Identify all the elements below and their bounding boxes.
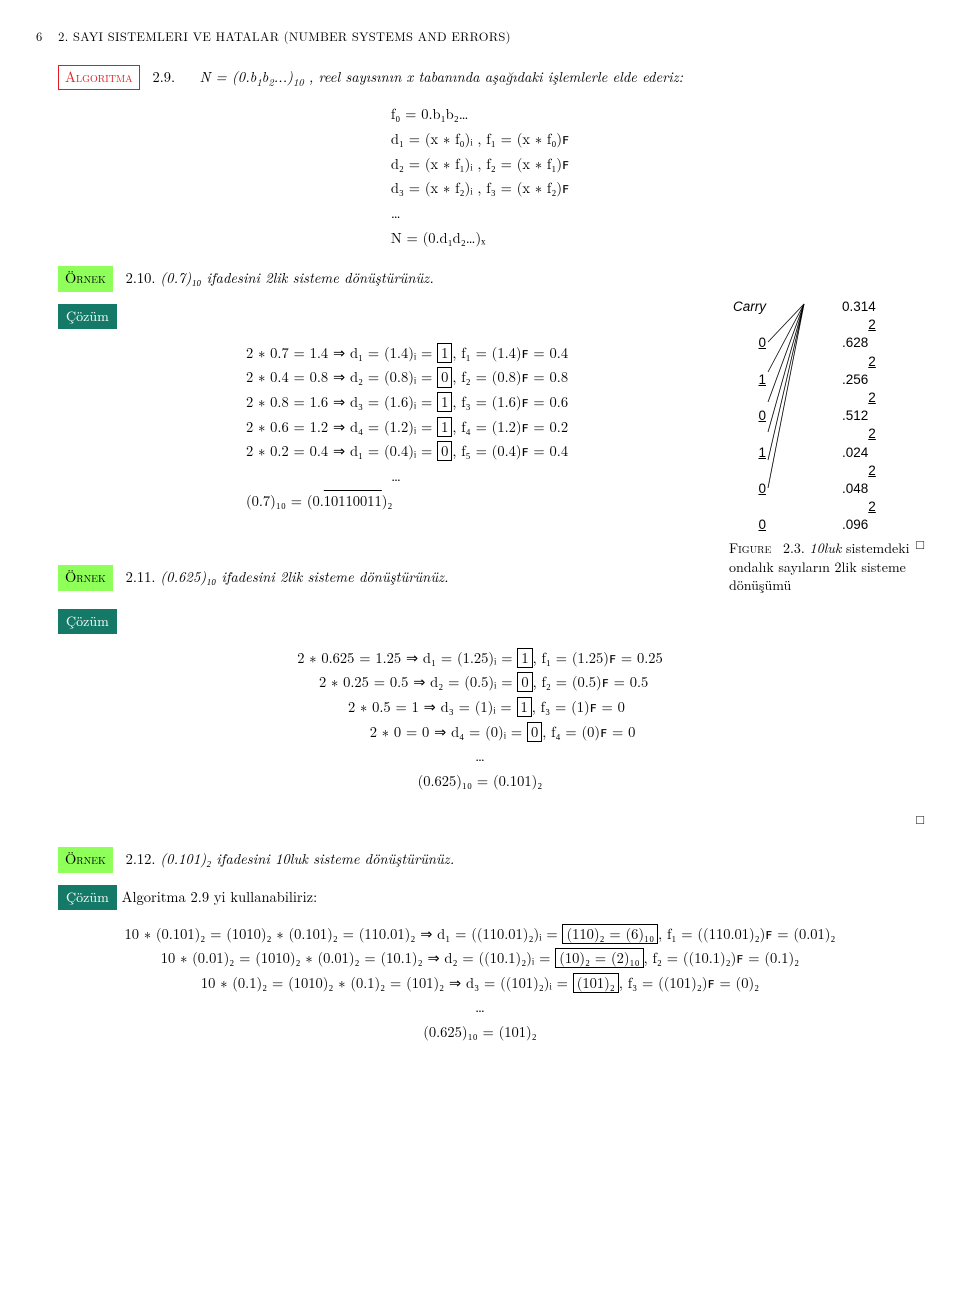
carry-val: .096 — [838, 516, 880, 534]
example-text: (0.625)₁₀ ifadesini 2lik sisteme dönüştü… — [160, 567, 448, 587]
eq-line: f₀ = 0.b₁b₂… — [391, 102, 569, 127]
ex211-work: 2 ∗ 0.625 = 1.25 ⇒ d₁ = (1.25)ᵢ = 1, f₁ … — [36, 646, 924, 794]
algorithm-equations: f₀ = 0.b₁b₂… d₁ = (x ∗ f₀)ᵢ , f₁ = (x ∗ … — [36, 102, 924, 250]
carry-mult: 2 — [838, 353, 880, 371]
example-number: 2.12. — [126, 849, 156, 869]
qed-symbol: □ — [916, 810, 924, 828]
chapter-title: 2. SAYI SISTEMLERI VE HATALAR (NUMBER SY… — [58, 27, 511, 45]
carry-digit: 0 — [729, 516, 770, 534]
carry-val: .628 — [838, 334, 880, 352]
figure-text-a: 10luk — [809, 538, 841, 558]
eq-line: … — [297, 744, 663, 769]
eq-line: … — [36, 995, 924, 1020]
carry-table: Carry 0.314 2 0 .628 2 1 .256 2 0 .512 2 1.… — [729, 298, 880, 535]
carry-mult: 2 — [838, 498, 880, 516]
figure-caption: Figure 2.3. 10luk sistemdeki ondalık say… — [729, 539, 924, 596]
eq-line: … — [391, 201, 569, 226]
carry-digit: 1 — [729, 371, 770, 389]
eq-line: d₃ = (x ∗ f₂)ᵢ , f₃ = (x ∗ f₂)ꜰ — [391, 176, 569, 201]
eq-line: d₂ = (x ∗ f₁)ᵢ , f₂ = (x ∗ f₁)ꜰ — [391, 152, 569, 177]
ex212-work: 10 ∗ (0.101)₂ = (1010)₂ ∗ (0.101)₂ = (11… — [36, 922, 924, 1045]
eq-line: … — [246, 464, 546, 489]
algorithm-text-a: N = (0.b1b2...)10 , reel sayısının x tab… — [194, 67, 683, 87]
algorithm-label: Algoritma — [58, 65, 140, 91]
eq-line: N = (0.d₁d₂…)ₓ — [391, 226, 569, 251]
algorithm-intro: Algoritma 2.9. N = (0.b1b2...)10 , reel … — [36, 65, 924, 91]
eq-line: 10 ∗ (0.101)₂ = (1010)₂ ∗ (0.101)₂ = (11… — [36, 922, 924, 947]
carry-digit: 1 — [729, 444, 770, 462]
cozum-text: Algoritma 2.9 yi kullanabiliriz: — [122, 887, 317, 907]
qed-symbol: □ — [916, 535, 924, 553]
figure-label: Figure — [729, 538, 771, 558]
carry-val: .512 — [838, 407, 880, 425]
carry-digit: 0 — [729, 334, 770, 352]
example-210: Örnek 2.10. (0.7)₁₀ ifadesini 2lik siste… — [36, 266, 924, 292]
eq-line: d₁ = (x ∗ f₀)ᵢ , f₁ = (x ∗ f₀)ꜰ — [391, 127, 569, 152]
figure-number: 2.3. — [783, 538, 805, 558]
page-number: 6 — [36, 28, 54, 45]
example-text: (0.101)₂ ifadesini 10luk sisteme dönüştü… — [160, 849, 454, 869]
cozum-badge: Çözüm — [58, 885, 117, 910]
example-number: 2.11. — [126, 567, 156, 587]
eq-line: 2 ∗ 0.25 = 0.5 ⇒ d₂ = (0.5)ᵢ = 0, f₂ = (… — [297, 670, 663, 695]
algorithm-number: 2.9. — [152, 67, 175, 87]
carry-val: .256 — [838, 371, 880, 389]
solution-label: Çözüm Algoritma 2.9 yi kullanabiliriz: — [36, 879, 924, 910]
eq-line: 10 ∗ (0.1)₂ = (1010)₂ ∗ (0.1)₂ = (101)₂ … — [36, 971, 924, 996]
page-header: 6 2. SAYI SISTEMLERI VE HATALAR (NUMBER … — [36, 28, 924, 45]
carry-val: .024 — [838, 444, 880, 462]
carry-val: .048 — [838, 480, 880, 498]
carry-digit: 0 — [729, 480, 770, 498]
carry-title: Carry — [729, 298, 770, 316]
cozum-badge: Çözüm — [58, 609, 117, 634]
eq-line: (0.625)₁₀ = (101)₂ — [36, 1020, 924, 1045]
carry-mult: 2 — [838, 389, 880, 407]
eq-line: 2 ∗ 0.625 = 1.25 ⇒ d₁ = (1.25)ᵢ = 1, f₁ … — [297, 646, 663, 671]
example-text: (0.7)₁₀ ifadesini 2lik sisteme dönüştürü… — [160, 268, 433, 288]
example-label: Örnek — [58, 266, 113, 292]
example-label: Örnek — [58, 847, 113, 873]
carry-top-value: 0.314 — [838, 298, 880, 316]
eq-line: (0.625)₁₀ = (0.101)₂ — [297, 769, 663, 794]
carry-mult: 2 — [838, 316, 880, 334]
eq-line: 2 ∗ 0.5 = 1 ⇒ d₃ = (1)ᵢ = 1, f₃ = (1)ꜰ =… — [297, 695, 663, 720]
example-number: 2.10. — [126, 268, 156, 288]
figure-23: Carry 0.314 2 0 .628 2 1 .256 2 0 .512 2 1.… — [729, 298, 924, 596]
example-label: Örnek — [58, 565, 113, 591]
cozum-badge: Çözüm — [58, 304, 117, 329]
carry-digit: 0 — [729, 407, 770, 425]
carry-mult: 2 — [838, 462, 880, 480]
example-212: Örnek 2.12. (0.101)₂ ifadesini 10luk sis… — [36, 847, 924, 873]
eq-line: 2 ∗ 0 = 0 ⇒ d₄ = (0)ᵢ = 0, f₄ = (0)ꜰ = 0 — [297, 720, 663, 745]
solution-label: Çözüm — [36, 603, 924, 634]
carry-mult: 2 — [838, 425, 880, 443]
eq-line: 10 ∗ (0.01)₂ = (1010)₂ ∗ (0.01)₂ = (10.1… — [36, 946, 924, 971]
